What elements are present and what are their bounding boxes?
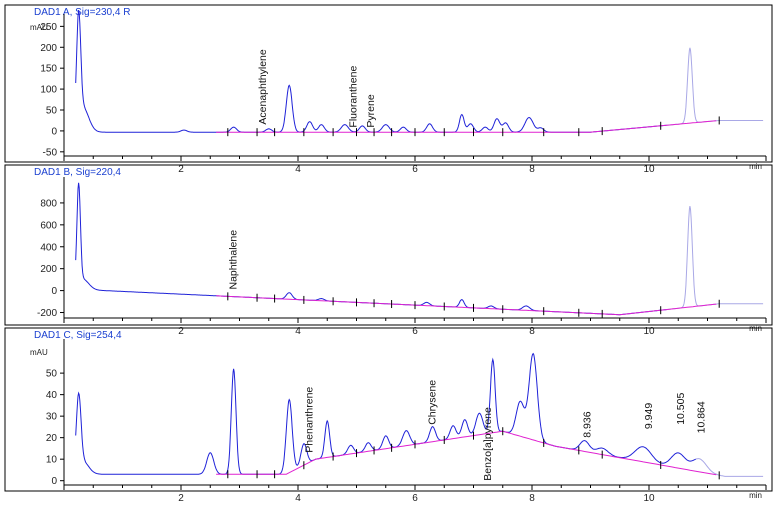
x-tick-label: 10: [643, 326, 655, 337]
y-tick-label: -50: [43, 147, 58, 158]
y-tick-label: 100: [40, 85, 57, 96]
x-tick-label: 8: [529, 493, 535, 501]
x-tick-label: 8: [529, 164, 535, 175]
y-tick-label: 0: [51, 126, 57, 137]
y-tick-label: 150: [40, 64, 57, 75]
peak-label: 10.864: [696, 401, 708, 433]
x-tick-label: 4: [295, 493, 301, 501]
x-tick-label: 2: [178, 493, 184, 501]
panel-title: DAD1 C, Sig=254,4: [34, 330, 122, 341]
x-tick-label: 6: [412, 326, 418, 337]
y-tick-label: 10: [46, 455, 58, 466]
y-tick-label: 30: [46, 412, 58, 423]
x-tick-label: 6: [412, 493, 418, 501]
y-tick-label: 250: [40, 22, 57, 33]
x-tick-label: 4: [295, 164, 301, 175]
y-tick-label: -200: [37, 308, 57, 319]
integration-baseline: [216, 295, 717, 316]
chart-panel-2: DAD1 B, Sig=220,4 -200 0 200 400 600 800 2 4 6 8 10…: [4, 164, 773, 337]
x-axis-unit: min: [749, 162, 762, 171]
chart-panel-1: DAD1 A, Sig=230,4 R mAU -50 0 50 100 150 200 250…: [4, 4, 773, 175]
x-tick-label: 10: [643, 493, 655, 501]
peak-label: Fluoranthene: [348, 66, 360, 128]
y-tick-label: 0: [51, 286, 57, 297]
y-tick-label: 40: [46, 390, 58, 401]
panel-title: DAD1 B, Sig=220,4: [34, 167, 121, 178]
x-tick-label: 10: [643, 164, 655, 175]
peak-label: 9.949: [643, 403, 655, 429]
x-axis-unit: min: [749, 491, 762, 500]
peak-label: Phenanthrene: [304, 387, 316, 453]
panel-frame: [4, 327, 773, 492]
chart-panel-3: DAD1 C, Sig=254,4 mAU 0 10 20 30 40 50 2 4 6 8 10 min…: [4, 327, 773, 504]
y-tick-label: 50: [46, 106, 58, 117]
signal-trace: [75, 182, 667, 316]
peak-label: 10.505: [675, 393, 687, 425]
signal-trace-faint: [695, 458, 764, 477]
y-tick-label: 400: [40, 242, 57, 253]
peak-label: 8.936: [582, 411, 594, 437]
integration-baseline: [216, 120, 717, 133]
x-tick-label: 8: [529, 326, 535, 337]
x-tick-label: 2: [178, 164, 184, 175]
y-tick-label: 20: [46, 433, 58, 444]
panel-title: DAD1 A, Sig=230,4 R: [34, 7, 130, 18]
peak-label: Chrysene: [427, 380, 439, 425]
y-tick-label: 800: [40, 198, 57, 209]
y-tick-label: 50: [46, 369, 58, 380]
y-axis-unit: mAU: [30, 348, 48, 357]
x-tick-label: 6: [412, 164, 418, 175]
peak-label: Naphthalene: [228, 230, 240, 290]
signal-trace-faint: [666, 206, 764, 311]
x-tick-label: 4: [295, 326, 301, 337]
panel-frame: [4, 4, 773, 163]
peak-label: Acenaphthylene: [257, 49, 269, 124]
y-tick-label: 200: [40, 43, 57, 54]
signal-trace-faint: [666, 47, 764, 126]
integration-baseline: [216, 430, 717, 476]
peak-label: Benzo[a]pyrene: [482, 407, 494, 481]
y-tick-label: 0: [51, 476, 57, 487]
peak-label: Pyrene: [365, 94, 377, 127]
y-axis-unit: mAU: [30, 23, 48, 32]
x-tick-label: 2: [178, 326, 184, 337]
y-tick-label: 600: [40, 220, 57, 231]
y-tick-label: 200: [40, 264, 57, 275]
signal-trace: [75, 352, 697, 475]
panel-frame: [4, 164, 773, 326]
